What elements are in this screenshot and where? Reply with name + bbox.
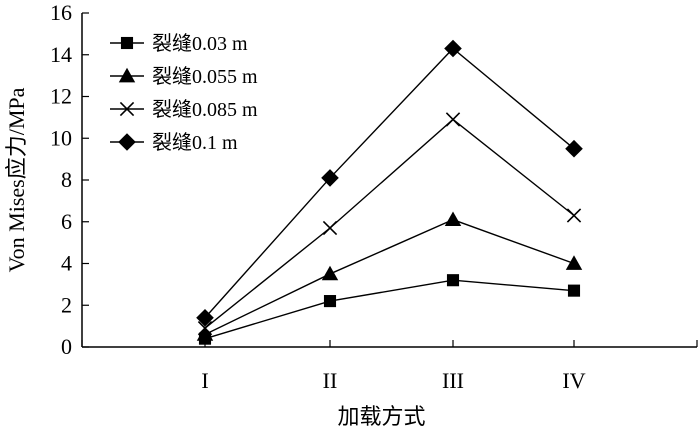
square-marker [120, 36, 134, 50]
legend-item: 裂缝0.03 m [110, 32, 248, 55]
legend-item: 裂缝0.1 m [110, 131, 238, 154]
diamond-marker [565, 139, 583, 158]
series-line [204, 279, 575, 340]
x-axis-label: 加载方式 [337, 404, 425, 429]
x-tick-label: IV [562, 368, 585, 393]
cross-marker [119, 101, 135, 117]
y-tick-label: 8 [61, 167, 72, 192]
y-tick-label: 10 [50, 125, 72, 150]
x-tick-label: II [323, 368, 338, 393]
cross-stroke [566, 208, 582, 223]
triangle-marker [118, 67, 136, 83]
diamond-marker [444, 39, 462, 58]
series-4 [196, 39, 583, 327]
y-tick-label: 6 [61, 209, 72, 234]
legend-label: 裂缝0.055 m [152, 65, 258, 88]
x-tick-label: III [442, 368, 464, 393]
cross-marker [197, 321, 213, 336]
triangle-marker [444, 211, 462, 226]
square-marker [446, 274, 460, 287]
triangle-marker [565, 255, 583, 270]
legend-label: 裂缝0.03 m [152, 32, 248, 55]
y-axis-ticks: 0 2 4 6 8 10 12 14 16 [50, 0, 89, 359]
cross-stroke [445, 112, 461, 127]
cross-marker [445, 112, 461, 127]
x-tick-label: I [201, 368, 208, 393]
series-line [204, 218, 575, 336]
series-line [204, 118, 575, 329]
legend-item: 裂缝0.055 m [110, 65, 258, 88]
legend-label: 裂缝0.1 m [152, 131, 238, 154]
legend-label: 裂缝0.085 m [152, 98, 258, 121]
y-tick-label: 12 [50, 84, 72, 109]
axes [81, 13, 697, 348]
legend: 裂缝0.03 m 裂缝0.055 m 裂缝0.085 m 裂缝0.1 m [110, 32, 258, 154]
series-line [204, 47, 575, 319]
y-tick-label: 4 [61, 251, 72, 276]
cross-stroke [119, 101, 135, 117]
cross-stroke [322, 220, 338, 236]
square-marker [567, 284, 581, 297]
series-3 [197, 112, 582, 336]
y-tick-label: 14 [50, 42, 72, 67]
diamond-marker [118, 133, 136, 151]
y-tick-label: 0 [61, 334, 72, 359]
triangle-marker [196, 326, 214, 341]
y-tick-label: 2 [61, 292, 72, 317]
cross-stroke [197, 321, 213, 336]
cross-marker [566, 208, 582, 223]
y-axis-label: Von Mises应力/MPa [4, 87, 29, 272]
legend-item: 裂缝0.085 m [110, 98, 258, 121]
diamond-marker [321, 169, 339, 187]
x-axis-ticks: I II III IV [81, 340, 698, 393]
cross-marker [322, 220, 338, 236]
square-marker [323, 295, 337, 308]
triangle-marker [321, 265, 339, 281]
series-2 [196, 211, 583, 341]
y-tick-label: 16 [50, 0, 72, 25]
series-group [196, 39, 583, 345]
diamond-marker [196, 308, 214, 327]
